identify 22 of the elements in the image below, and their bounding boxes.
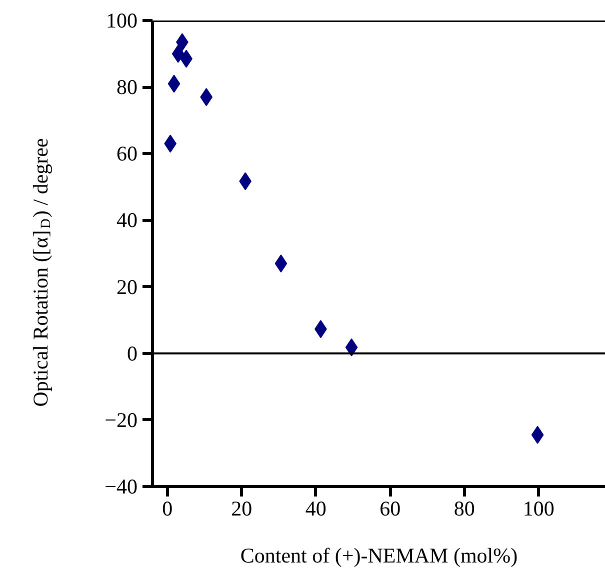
x-tick-label: 100 <box>522 496 554 520</box>
point <box>168 74 180 93</box>
x-tick-label: 0 <box>162 496 173 520</box>
point <box>531 426 544 444</box>
x-tick-label: 80 <box>454 496 475 520</box>
x-axis-title: Content of (+)-NEMAM (mol%) <box>240 544 518 568</box>
point <box>274 254 288 272</box>
y-axis-title: Optical Rotation ([α]D) / degree <box>28 138 54 407</box>
y-tick-label: 60 <box>116 142 138 166</box>
y-tick-label: −20 <box>104 408 138 432</box>
point <box>200 88 213 106</box>
x-tick-label: 20 <box>231 496 252 520</box>
y-tick-label: 0 <box>127 341 138 366</box>
y-tick-label: 20 <box>116 274 138 299</box>
y-tick-label: 40 <box>116 208 138 232</box>
x-tick-label: 40 <box>305 496 326 520</box>
y-tick-label: 100 <box>106 8 138 32</box>
y-tick-label: 80 <box>116 75 138 100</box>
y-tick-label: −40 <box>104 474 138 498</box>
x-tick-label: 60 <box>380 496 401 520</box>
point <box>172 44 184 63</box>
point <box>345 338 358 356</box>
